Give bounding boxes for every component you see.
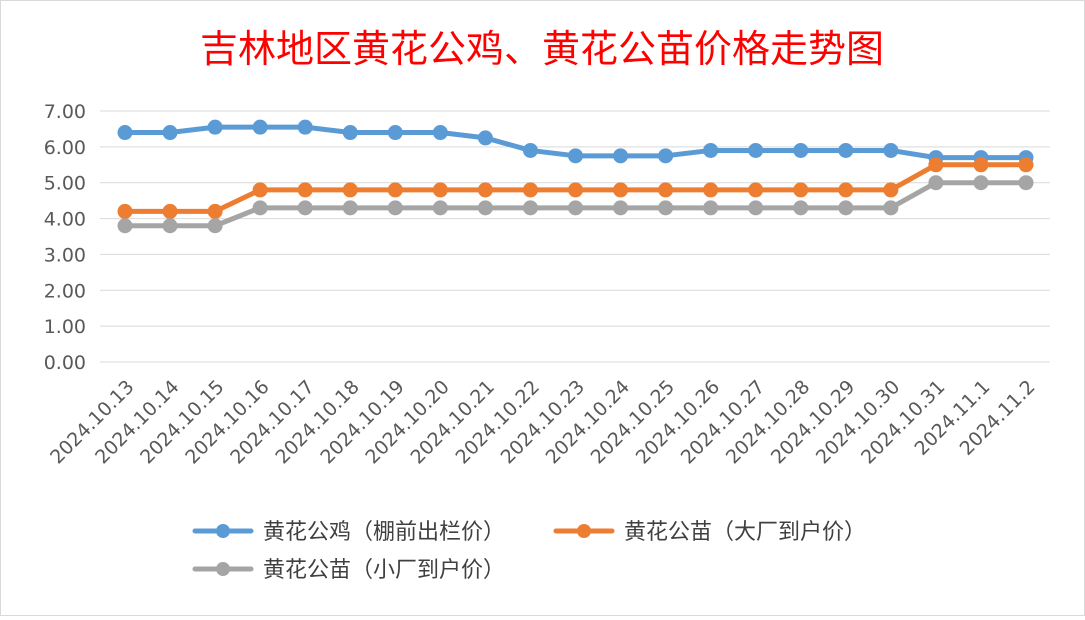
data-point (117, 218, 133, 234)
data-point (658, 148, 674, 164)
data-point (342, 182, 358, 198)
data-point (658, 200, 674, 216)
data-point (432, 182, 448, 198)
data-point (297, 182, 313, 198)
legend-item: 黄花公鸡（棚前出栏价） (192, 520, 505, 545)
legend-label: 黄花公苗（小厂到户价） (263, 558, 505, 583)
legend-label: 黄花公苗（大厂到户价） (624, 520, 866, 545)
data-point (1018, 157, 1034, 173)
series-3 (117, 175, 1034, 234)
data-point (973, 157, 989, 173)
legend-point-marker (577, 524, 591, 538)
y-tick-label: 1.00 (44, 316, 86, 338)
data-point (387, 182, 403, 198)
data-point (297, 200, 313, 216)
data-point (117, 203, 133, 219)
data-point (207, 218, 223, 234)
data-point (838, 142, 854, 158)
data-point (252, 182, 268, 198)
data-point (703, 182, 719, 198)
y-tick-label: 6.00 (44, 137, 86, 159)
data-point (793, 142, 809, 158)
data-point (613, 200, 629, 216)
data-point (883, 142, 899, 158)
data-point (162, 125, 178, 141)
data-point (613, 148, 629, 164)
data-point (207, 119, 223, 135)
data-point (928, 157, 944, 173)
data-point (522, 142, 538, 158)
legend-label: 黄花公鸡（棚前出栏价） (263, 520, 505, 545)
series-lines (117, 119, 1034, 234)
legend-point-marker (216, 562, 230, 576)
y-axis-ticks: 0.00 1.00 2.00 3.00 4.00 5.00 6.00 7.00 (44, 101, 86, 374)
data-point (973, 175, 989, 191)
y-tick-label: 5.00 (44, 173, 86, 195)
data-point (432, 125, 448, 141)
data-point (928, 175, 944, 191)
data-point (838, 200, 854, 216)
data-point (522, 182, 538, 198)
data-point (432, 200, 448, 216)
data-point (477, 182, 493, 198)
data-point (793, 200, 809, 216)
data-point (613, 182, 629, 198)
data-point (342, 200, 358, 216)
data-point (1018, 175, 1034, 191)
data-point (297, 119, 313, 135)
y-tick-label: 0.00 (44, 352, 86, 374)
y-tick-label: 3.00 (44, 244, 86, 266)
data-point (748, 142, 764, 158)
data-point (162, 203, 178, 219)
data-point (252, 200, 268, 216)
data-point (703, 142, 719, 158)
data-point (477, 200, 493, 216)
data-point (568, 200, 583, 216)
data-point (748, 182, 764, 198)
data-point (387, 200, 403, 216)
data-point (793, 182, 809, 198)
data-point (748, 200, 764, 216)
data-point (252, 119, 268, 135)
data-point (207, 203, 223, 219)
legend-item: 黄花公苗（大厂到户价） (553, 520, 866, 545)
data-point (477, 130, 493, 146)
data-point (568, 182, 583, 198)
data-point (838, 182, 854, 198)
data-point (568, 148, 583, 164)
data-point (342, 125, 358, 141)
data-point (162, 218, 178, 234)
data-point (658, 182, 674, 198)
data-point (522, 200, 538, 216)
data-point (703, 200, 719, 216)
legend-point-marker (216, 524, 230, 538)
legend: 黄花公鸡（棚前出栏价） 黄花公苗（大厂到户价） 黄花公苗（小厂到户价） (192, 520, 866, 583)
y-tick-label: 7.00 (44, 101, 86, 123)
data-point (883, 182, 899, 198)
data-point (883, 200, 899, 216)
series-2 (117, 157, 1034, 219)
y-tick-label: 4.00 (44, 209, 86, 231)
legend-item: 黄花公苗（小厂到户价） (192, 558, 505, 583)
y-tick-label: 2.00 (44, 280, 86, 302)
data-point (387, 125, 403, 141)
chart-title: 吉林地区黄花公鸡、黄花公苗价格走势图 (200, 27, 884, 71)
data-point (117, 125, 133, 141)
